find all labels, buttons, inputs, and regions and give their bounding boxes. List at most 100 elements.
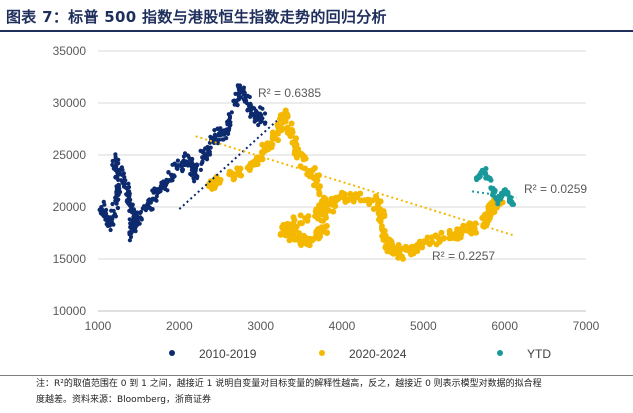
scatter-point — [117, 186, 122, 191]
scatter-point — [284, 111, 291, 118]
scatter-point — [487, 175, 493, 181]
scatter-point — [378, 223, 385, 230]
scatter-point — [440, 235, 447, 242]
scatter-point — [326, 200, 333, 207]
scatter-point — [204, 156, 209, 162]
scatter-point — [491, 188, 497, 195]
footnote-line-1: 注：R²的取值范围在 0 到 1 之间，越接近 1 说明自变量对目标变量的解释性… — [36, 379, 542, 389]
scatter-point — [226, 112, 231, 117]
scatter-point — [230, 176, 237, 183]
scatter-point — [258, 118, 263, 123]
scatter-point — [286, 237, 293, 244]
scatter-point — [233, 91, 238, 96]
scatter-point — [394, 247, 401, 254]
scatter-point — [377, 207, 383, 214]
scatter-point — [473, 229, 479, 236]
scatter-point — [251, 161, 258, 168]
scatter-point — [158, 189, 163, 194]
scatter-point — [424, 234, 431, 241]
scatter-point — [227, 116, 232, 121]
scatter-point — [277, 117, 284, 124]
scatter-point — [313, 206, 320, 213]
scatter-point — [290, 214, 297, 221]
x-tick-label: 7000 — [573, 319, 600, 333]
scatter-point — [119, 178, 124, 183]
scatter-point — [125, 192, 131, 197]
scatter-point — [221, 137, 226, 142]
scatter-point — [111, 222, 116, 227]
scatter-point — [318, 217, 325, 224]
scatter-point — [189, 168, 194, 173]
scatter-point — [307, 235, 313, 242]
scatter-point — [366, 201, 373, 207]
scatter-point — [152, 186, 157, 191]
scatter-point — [470, 223, 477, 230]
scatter-point — [239, 87, 244, 92]
scatter-point — [293, 135, 299, 142]
scatter-point — [297, 240, 304, 247]
scatter-point — [256, 122, 261, 128]
x-tick-label: 3000 — [247, 319, 274, 333]
scatter-point — [237, 91, 242, 96]
scatter-point — [357, 190, 364, 197]
scatter-point — [138, 209, 143, 215]
legend-label: 2010-2019 — [199, 347, 257, 361]
scatter-point — [482, 171, 489, 177]
scatter-point — [163, 183, 168, 188]
scatter-point — [182, 162, 187, 168]
scatter-point — [146, 201, 151, 206]
scatter-point — [103, 216, 108, 221]
scatter-point — [113, 175, 119, 180]
scatter-point — [246, 167, 253, 173]
scatter-point — [146, 198, 151, 203]
scatter-point — [102, 202, 107, 207]
scatter-point — [463, 227, 470, 234]
scatter-point — [373, 193, 379, 200]
scatter-point — [116, 197, 121, 202]
scatter-point — [446, 230, 453, 237]
scatter-point — [127, 238, 132, 243]
scatter-point — [133, 225, 138, 230]
scatter-point — [248, 112, 254, 117]
scatter-point — [248, 101, 253, 106]
scatter-point — [438, 229, 445, 236]
title-rule — [0, 30, 633, 32]
scatter-point — [132, 215, 137, 220]
r2-label: R² = 0.2257 — [432, 249, 495, 263]
scatter-point — [244, 101, 250, 106]
scatter-point — [198, 167, 203, 172]
scatter-point — [116, 157, 121, 162]
series-2010-2019-points — [97, 83, 268, 243]
series-ytd-points — [473, 166, 517, 207]
x-tick-label: 2000 — [166, 319, 193, 333]
scatter-point — [138, 215, 143, 220]
scatter-point — [486, 202, 493, 209]
scatter-point — [458, 226, 465, 232]
scatter-point — [111, 208, 116, 213]
scatter-point — [449, 234, 456, 241]
scatter-point — [484, 221, 490, 227]
scatter-point — [297, 163, 304, 170]
scatter-point — [105, 223, 110, 228]
scatter-point — [252, 119, 257, 124]
scatter-point — [126, 181, 131, 186]
scatter-point — [200, 150, 205, 155]
scatter-point — [297, 220, 304, 227]
scatter-point — [126, 189, 131, 194]
scatter-point — [247, 94, 252, 100]
scatter-point — [474, 176, 480, 183]
scatter-point — [179, 160, 184, 165]
scatter-point — [150, 207, 155, 212]
scatter-point — [509, 201, 515, 207]
scatter-point — [234, 98, 240, 103]
scatter-point — [215, 126, 220, 131]
scatter-point — [324, 229, 331, 236]
legend-item: 2020-2024 — [319, 347, 407, 361]
scatter-point — [303, 215, 310, 222]
scatter-point — [107, 218, 112, 223]
scatter-point — [216, 131, 222, 136]
scatter-point — [418, 243, 425, 250]
legend-item: YTD — [497, 347, 551, 361]
trendlines — [178, 119, 518, 237]
scatter-point — [121, 171, 126, 176]
